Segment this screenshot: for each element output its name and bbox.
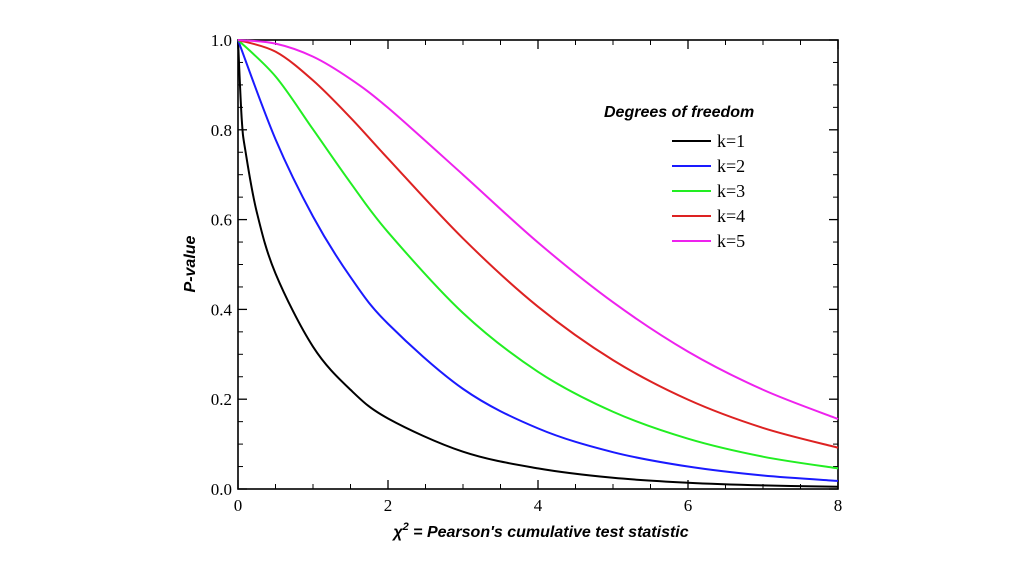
legend-label-k4: k=4: [717, 206, 745, 226]
y-tick-label: 0.4: [211, 300, 233, 319]
y-tick-label: 1.0: [211, 31, 232, 50]
legend: Degrees of freedom k=1 k=2 k=3 k=4 k=5: [604, 104, 754, 251]
y-axis-title: P-value: [182, 235, 199, 292]
x-axis-title-superscript: 2: [402, 521, 409, 533]
series-line-k5: [237, 39, 839, 420]
series-line-k1: [237, 39, 839, 488]
y-tick-label: 0.6: [211, 211, 232, 230]
axis-tick-labels: 0 2 4 6 8 0.0 0.2 0.4 0.6 0.8 1.0: [211, 31, 843, 515]
legend-label-k3: k=3: [717, 181, 745, 201]
series-line-k2: [237, 39, 839, 482]
x-tick-label: 2: [384, 496, 393, 515]
x-tick-label: 4: [534, 496, 543, 515]
y-tick-label: 0.8: [211, 121, 232, 140]
x-tick-label: 6: [684, 496, 693, 515]
x-axis-title-symbol: χ: [391, 524, 403, 541]
legend-label-k5: k=5: [717, 231, 745, 251]
x-axis-title: χ2 = Pearson's cumulative test statistic: [391, 521, 688, 541]
y-tick-label: 0.0: [211, 480, 232, 499]
legend-entries: k=1 k=2 k=3 k=4 k=5: [672, 131, 745, 251]
axis-ticks: [237, 39, 839, 490]
series-line-k4: [237, 39, 839, 449]
legend-title: Degrees of freedom: [604, 104, 754, 121]
x-axis-title-text: = Pearson's cumulative test statistic: [409, 524, 689, 541]
y-tick-label: 0.2: [211, 390, 232, 409]
series-line-k3: [237, 39, 839, 470]
legend-label-k2: k=2: [717, 156, 745, 176]
series-lines: [237, 39, 839, 488]
x-tick-label: 8: [834, 496, 843, 515]
legend-label-k1: k=1: [717, 131, 745, 151]
x-tick-label: 0: [234, 496, 243, 515]
